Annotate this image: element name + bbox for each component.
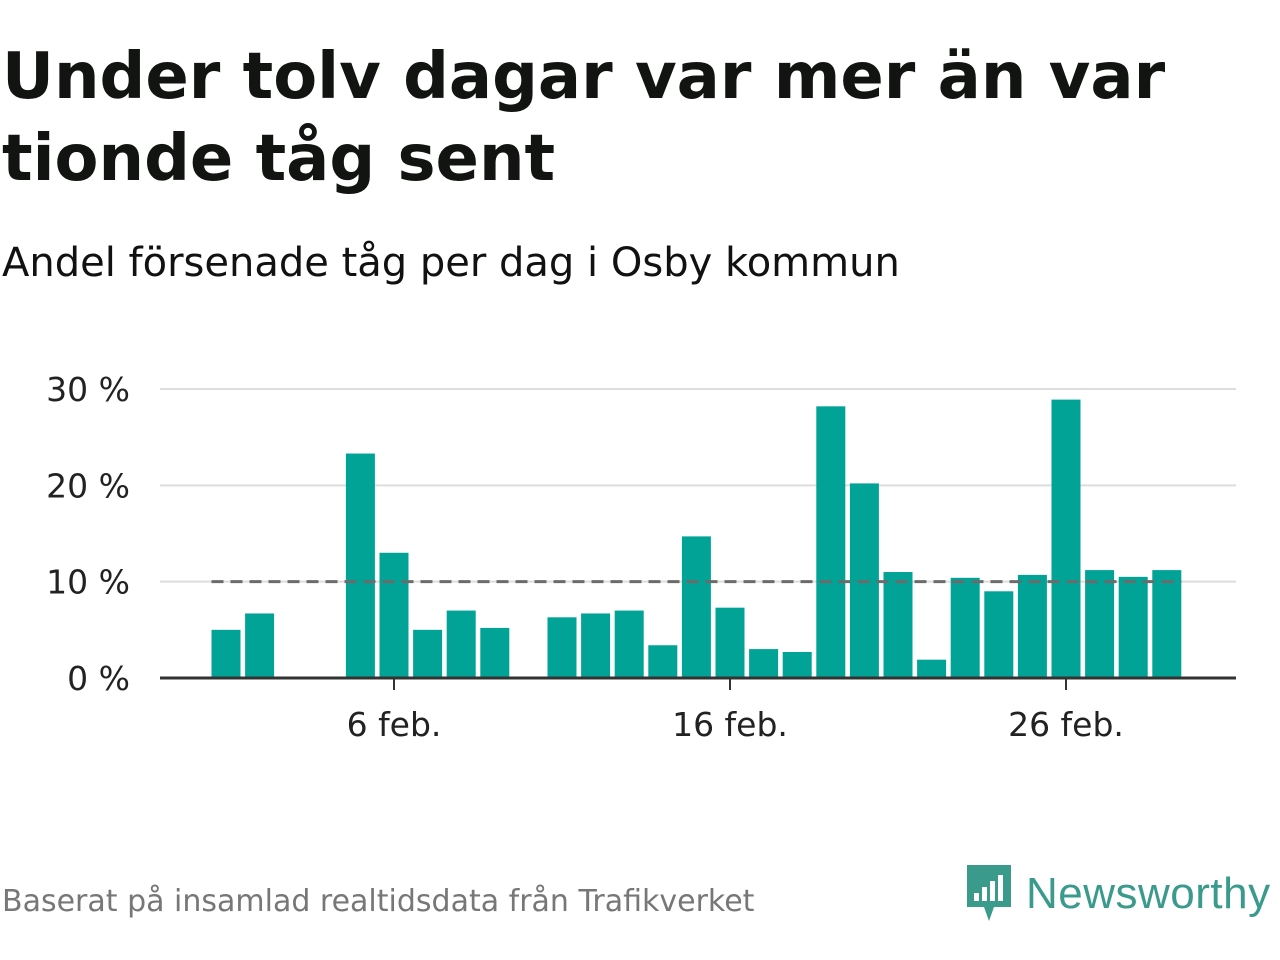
bar [883,572,913,678]
brand-name: Newsworthy [1026,869,1271,918]
bar [211,629,241,678]
axes: 0 % 10 % 20 % 30 % 6 feb. 16 feb. 26 feb. [46,370,1236,744]
brand-logo: Newsworthy [964,862,1271,926]
bar [1118,576,1148,678]
bar [1051,399,1081,678]
bar [581,613,611,678]
bar [446,610,476,678]
bar [1152,570,1182,678]
chart-title: Under tolv dagar var mer än var tionde t… [2,40,1166,196]
bar [816,406,846,678]
bar-chart: 0 % 10 % 20 % 30 % 6 feb. 16 feb. 26 feb. [46,370,1236,744]
bar [681,536,711,678]
source-note: Baserat på insamlad realtidsdata från Tr… [2,884,755,919]
bar [782,651,812,678]
y-tick-label: 0 % [67,659,130,698]
y-tick-label: 30 % [46,370,130,409]
bar [379,552,409,678]
bar [614,610,644,678]
x-tick-label: 6 feb. [347,705,442,744]
bar [984,591,1014,678]
bar [715,607,745,678]
bar [1017,574,1047,678]
chart-subtitle: Andel försenade tåg per dag i Osby kommu… [2,240,900,286]
y-tick-label: 10 % [46,563,130,602]
bar [749,649,779,678]
bar [547,617,577,678]
bars [211,399,1182,678]
bar [917,659,947,678]
bar [245,613,275,678]
bar [950,577,980,678]
bar [345,453,375,678]
x-tick-label: 16 feb. [672,705,788,744]
y-tick-label: 20 % [46,466,130,505]
bar [648,645,678,678]
bar [480,627,510,678]
bar [1085,570,1115,678]
x-tick-label: 26 feb. [1008,705,1124,744]
newsworthy-logo-icon [967,865,1011,921]
bar [413,629,443,678]
